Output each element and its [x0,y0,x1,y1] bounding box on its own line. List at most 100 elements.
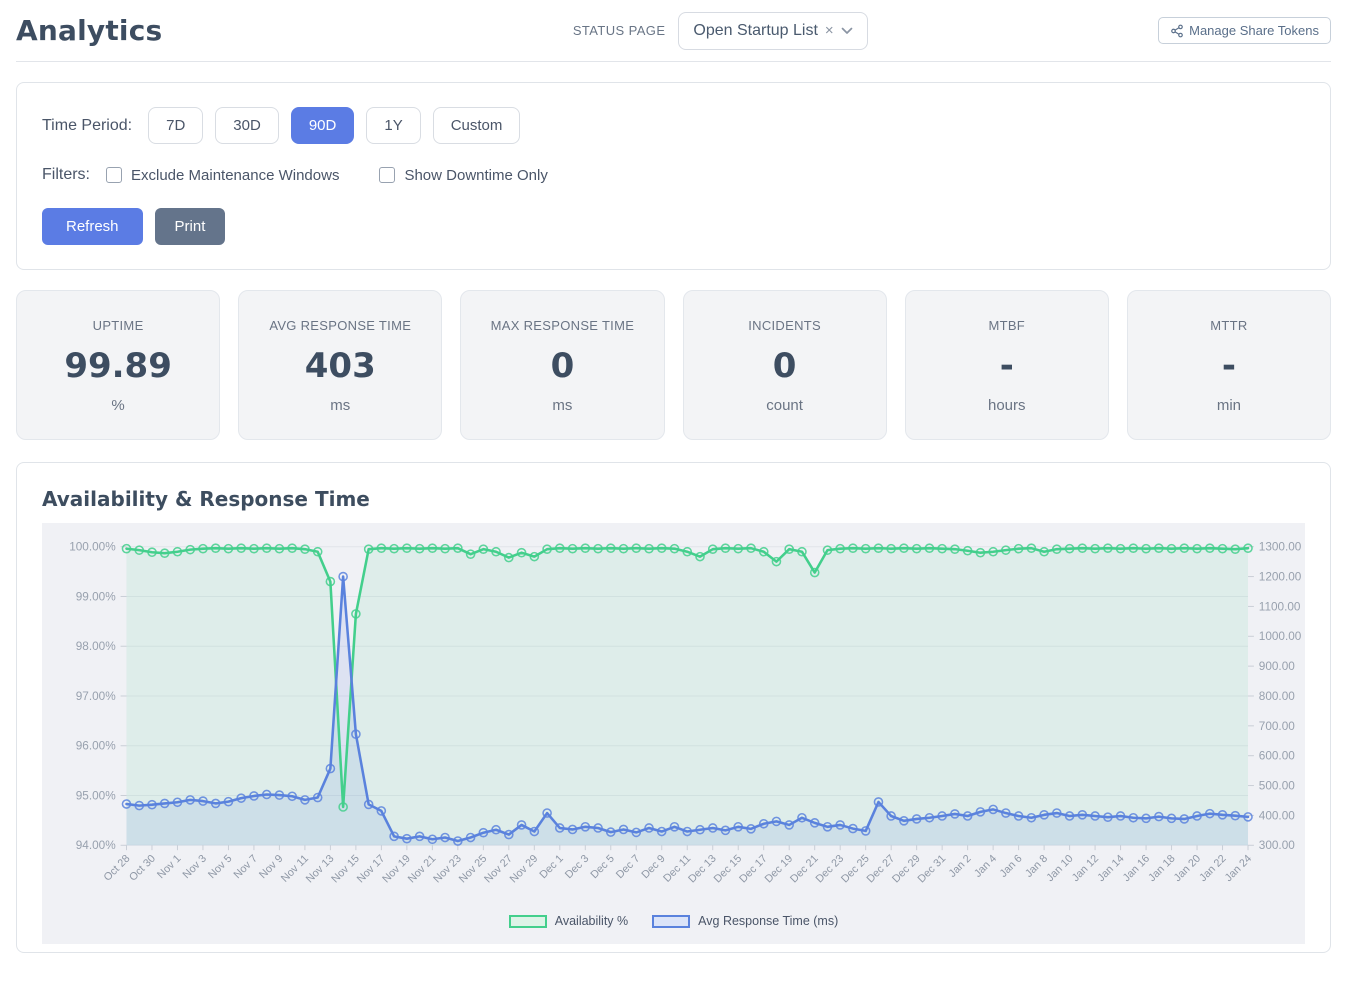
svg-text:1100.00: 1100.00 [1259,600,1301,613]
exclude-maintenance-checkbox[interactable] [106,167,122,183]
svg-text:600.00: 600.00 [1259,750,1295,763]
time-period-label: Time Period: [42,116,133,134]
svg-text:94.00%: 94.00% [76,839,116,852]
legend-label: Availability % [554,914,629,929]
svg-text:Jan 22: Jan 22 [1197,853,1228,884]
stat-card-avg-response-time: AVG RESPONSE TIME 403 ms [238,290,443,440]
svg-text:500.00: 500.00 [1259,779,1295,792]
svg-text:Nov 29: Nov 29 [508,853,541,886]
svg-text:Dec 1: Dec 1 [537,853,565,881]
stat-card-uptime: UPTIME 99.89 % [16,290,221,440]
share-icon [1170,24,1184,38]
stat-unit: ms [552,397,573,414]
svg-text:1000.00: 1000.00 [1259,630,1302,643]
svg-text:Nov 5: Nov 5 [206,853,234,881]
svg-text:Nov 1: Nov 1 [155,853,183,881]
stat-value: - [999,346,1014,386]
stat-label: AVG RESPONSE TIME [269,318,412,333]
stat-label: UPTIME [92,318,144,333]
svg-text:Jan 12: Jan 12 [1070,853,1101,884]
svg-text:96.00%: 96.00% [76,740,116,753]
svg-text:Jan 18: Jan 18 [1146,853,1177,884]
svg-text:Oct 30: Oct 30 [127,853,158,884]
stat-value: 99.89 [64,346,172,386]
stat-label: MTTR [1210,318,1248,333]
svg-text:Jan 16: Jan 16 [1121,853,1152,884]
time-period-button-custom[interactable]: Custom [432,107,521,144]
show-downtime-checkbox[interactable] [379,167,396,183]
svg-text:Nov 3: Nov 3 [181,853,209,881]
svg-text:Jan 2: Jan 2 [947,853,974,880]
time-period-row: Time Period: 7D 30D 90D 1Y Custom [42,107,1305,144]
svg-text:Nov 7: Nov 7 [232,853,260,881]
legend-swatch-avg-response-time [652,914,691,928]
svg-text:1200.00: 1200.00 [1259,570,1302,583]
svg-text:Jan 6: Jan 6 [997,853,1024,880]
svg-text:Jan 24: Jan 24 [1223,853,1254,884]
stat-label: INCIDENTS [748,318,821,333]
print-button[interactable]: Print [154,208,226,245]
svg-text:98.00%: 98.00% [76,640,116,653]
exclude-maintenance-label: Exclude Maintenance Windows [131,166,340,184]
stat-card-mttr: MTTR - min [1126,290,1332,440]
manage-share-tokens-button[interactable]: Manage Share Tokens [1158,17,1331,44]
stat-card-max-response-time: MAX RESPONSE TIME 0 ms [460,290,665,440]
legend-item-avg-response-time[interactable]: Avg Response Time (ms) [652,914,838,928]
svg-text:97.00%: 97.00% [76,690,116,703]
stat-unit: ms [330,397,351,414]
svg-text:Jan 10: Jan 10 [1044,853,1075,884]
svg-text:400.00: 400.00 [1259,809,1295,822]
svg-text:300.00: 300.00 [1259,839,1295,852]
stat-card-mtbf: MTBF - hours [904,290,1109,440]
svg-text:1300.00: 1300.00 [1259,541,1302,554]
svg-text:800.00: 800.00 [1259,690,1295,703]
chart-title: Availability & Response Time [42,487,370,511]
filter-exclude-maintenance[interactable]: Exclude Maintenance Windows [106,167,339,184]
legend-item-availability[interactable]: Availability % [508,914,629,929]
stat-label: MTBF [988,318,1026,333]
filter-panel: Time Period: 7D 30D 90D 1Y Custom Filter… [16,82,1331,270]
svg-text:Dec 3: Dec 3 [563,853,591,881]
stat-value: - [1221,346,1236,386]
svg-text:Dec 5: Dec 5 [588,853,616,881]
manage-share-tokens-label: Manage Share Tokens [1189,23,1319,38]
time-period-button-30d[interactable]: 30D [215,107,279,144]
actions-row: Refresh Print [42,208,1305,245]
svg-text:Jan 4: Jan 4 [972,853,999,880]
stat-unit: count [766,397,803,414]
stat-label: MAX RESPONSE TIME [490,318,635,333]
svg-text:Jan 14: Jan 14 [1095,853,1126,884]
availability-response-chart: 100.00% 99.00% 98.00% 97.00% 96.00% 95.00% 94.… [69,541,1302,886]
chart-legend: Availability % Avg Response Time (ms) [42,912,1305,940]
status-page-label: STATUS PAGE [572,23,666,38]
stat-value: 403 [304,346,376,386]
availability-chart-card: Availability & Response Time 100.00% 99.0… [16,462,1331,954]
svg-text:100.00%: 100.00% [69,541,116,554]
legend-swatch-availability [508,914,547,928]
top-bar: Analytics STATUS PAGE Open Startup List … [16,0,1331,62]
time-period-button-90d[interactable]: 90D [290,107,355,144]
filters-label: Filters: [42,166,90,183]
filters-row: Filters: Exclude Maintenance Windows Sho… [42,166,1305,184]
svg-text:Dec 7: Dec 7 [614,853,642,881]
stat-value: 0 [772,346,797,386]
page-title: Analytics [16,14,163,47]
status-page-select-value: Open Startup List [693,21,818,39]
svg-text:99.00%: 99.00% [76,590,116,603]
filter-show-downtime[interactable]: Show Downtime Only [379,166,548,184]
stat-value: 0 [550,346,575,386]
status-page-select[interactable]: Open Startup List × [678,11,868,50]
stat-unit: hours [988,397,1026,414]
refresh-button[interactable]: Refresh [42,208,143,245]
svg-text:900.00: 900.00 [1259,660,1295,673]
stats-row: UPTIME 99.89 % AVG RESPONSE TIME 403 ms … [16,290,1332,440]
stat-unit: min [1216,397,1242,414]
svg-text:Jan 20: Jan 20 [1172,853,1203,884]
time-period-button-7d[interactable]: 7D [148,107,204,144]
clear-selection-icon[interactable]: × [824,22,834,39]
show-downtime-label: Show Downtime Only [404,166,548,184]
time-period-button-1y[interactable]: 1Y [366,107,421,144]
stat-card-incidents: INCIDENTS 0 count [682,290,887,440]
svg-text:Oct 28: Oct 28 [102,853,133,884]
legend-label: Avg Response Time (ms) [698,914,839,929]
